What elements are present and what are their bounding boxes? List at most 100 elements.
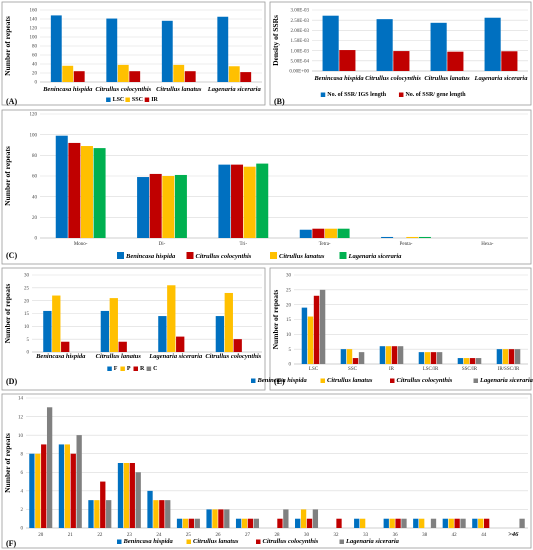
panel-C: 0 20 40 60 80 100 120 Number of repeats Mono- Di-…: [1, 109, 532, 265]
bar-citrullus-lanatus: [419, 518, 425, 528]
bar-p: [109, 298, 118, 352]
y-tick-label: 80: [32, 45, 38, 50]
bar-citrullus-colocynthis: [231, 164, 244, 238]
bar-citrullus-colocynthis: [218, 509, 224, 528]
legend-swatch: [320, 378, 325, 383]
bar-citrullus-lanatus: [406, 236, 419, 238]
bar-f: [215, 316, 225, 352]
bar-benincasa-hispida: [137, 177, 150, 238]
bar-benincasa-hispida: [457, 358, 464, 364]
bar-citrullus-colocynthis: [306, 518, 313, 528]
y-tick-label: 0.00E+00: [289, 70, 309, 75]
bar-citrullus-colocynthis: [313, 295, 320, 364]
legend-swatch: [107, 366, 112, 371]
bar-no-of-ssr-igs-length: [322, 15, 339, 72]
y-tick-label: 140: [30, 18, 38, 23]
legend-label: Citrullus lanatus: [193, 538, 239, 545]
legend-label: Citrullus colocynthis: [196, 253, 252, 260]
legend-swatch: [146, 366, 152, 371]
bar-citrullus-lanatus: [162, 176, 175, 238]
bar-r: [176, 336, 185, 352]
bar-no-of-ssr-gene-length: [447, 51, 464, 71]
legend-label: Lagenaria siceraria: [479, 377, 533, 384]
y-tick-label: 3.00E-03: [291, 9, 310, 14]
y-tick-label: 120: [30, 27, 38, 32]
legend-label: No. of SSR/ gene length: [405, 92, 466, 98]
y-tick-label: 10: [24, 325, 30, 330]
bar-citrullus-lanatus: [64, 444, 70, 528]
y-tick-label: 20: [32, 72, 38, 77]
bar-lagenaria-siceraria: [106, 500, 112, 528]
bar-lsc: [106, 18, 118, 82]
legend-label: Citrullus colocynthis: [397, 377, 453, 384]
legend-label: C: [153, 366, 157, 372]
bar-benincasa-hispida: [176, 518, 183, 528]
bar-citrullus-colocynthis: [395, 518, 401, 528]
panel-A: 0 20 40 60 80 100 120 140 160 Number of repeats Be…: [1, 1, 266, 106]
bar-citrullus-lanatus: [359, 518, 366, 528]
x-tick-label: LSC/IR: [423, 367, 439, 372]
y-tick-label: 60: [32, 54, 38, 59]
x-tick-label: 38: [422, 533, 428, 538]
legend-swatch: [133, 366, 138, 371]
bar-lagenaria-siceraria: [519, 518, 525, 528]
bar-ir: [73, 71, 85, 82]
bar-benincasa-hispida: [295, 518, 301, 528]
x-tick-label: Tri-: [240, 242, 248, 247]
bar-benincasa-hispida: [58, 444, 65, 528]
bar-benincasa-hispida: [413, 518, 419, 528]
bar-ssc: [117, 64, 129, 82]
bar-citrullus-colocynthis: [149, 173, 162, 238]
bar-lagenaria-siceraria: [135, 472, 141, 528]
legend-label: Benincasa hispida: [257, 377, 308, 384]
bar-citrullus-lanatus: [346, 349, 353, 364]
bar-citrullus-colocynthis: [312, 228, 325, 238]
bar-citrullus-colocynthis: [454, 518, 460, 528]
legend-swatch: [398, 92, 404, 97]
bar-lagenaria-siceraria: [337, 228, 350, 238]
bar-citrullus-colocynthis: [68, 142, 81, 238]
x-tick-label: 28: [275, 533, 281, 538]
bar-ssc: [173, 64, 185, 82]
bar-citrullus-colocynthis: [391, 346, 398, 364]
y-tick-label: 5: [289, 348, 292, 353]
y-tick-label: 2.00E-03: [291, 29, 310, 34]
panel-frame: [1, 267, 266, 391]
y-tick-label: 40: [32, 195, 38, 200]
bar-citrullus-colocynthis: [100, 481, 106, 528]
bar-citrullus-lanatus: [94, 500, 100, 528]
bar-citrullus-colocynthis: [159, 500, 165, 528]
x-tick-label: Lagenaria siceraria: [148, 353, 203, 360]
bar-citrullus-lanatus: [153, 500, 159, 528]
y-tick-label: 2: [21, 508, 24, 513]
y-tick-label: 15: [286, 318, 292, 323]
x-tick-label: Citrullus colocynthis: [365, 75, 421, 82]
x-tick-label: Citrullus colocynthis: [205, 353, 261, 360]
bar-citrullus-lanatus: [389, 518, 395, 528]
panel-label: (E): [274, 377, 285, 386]
x-tick-label: 25: [186, 533, 192, 538]
bar-citrullus-lanatus: [123, 463, 130, 528]
bar-citrullus-lanatus: [212, 509, 218, 528]
x-tick-label: Mono-: [74, 242, 88, 247]
bar-f: [100, 310, 110, 352]
x-tick-label: Hexa-: [481, 242, 494, 247]
bar-citrullus-colocynthis: [484, 518, 490, 528]
bar-lagenaria-siceraria: [283, 509, 289, 528]
bar-lagenaria-siceraria: [514, 349, 521, 364]
bar-benincasa-hispida: [88, 500, 94, 528]
x-tick-label: Di-: [159, 242, 166, 247]
y-tick-label: 60: [32, 175, 38, 180]
bar-citrullus-colocynthis: [277, 518, 283, 528]
y-axis-label: Number of repeats: [3, 146, 12, 206]
x-tick-label: IR: [389, 367, 395, 372]
y-tick-label: 1.00E-03: [291, 49, 310, 54]
legend-label: Benincasa hispida: [125, 253, 176, 260]
bar-citrullus-colocynthis: [336, 518, 342, 528]
legend-swatch: [320, 92, 326, 97]
y-tick-label: 8: [21, 452, 24, 457]
bar-lagenaria-siceraria: [93, 148, 106, 238]
y-axis-label: Number of repeats: [3, 284, 12, 344]
